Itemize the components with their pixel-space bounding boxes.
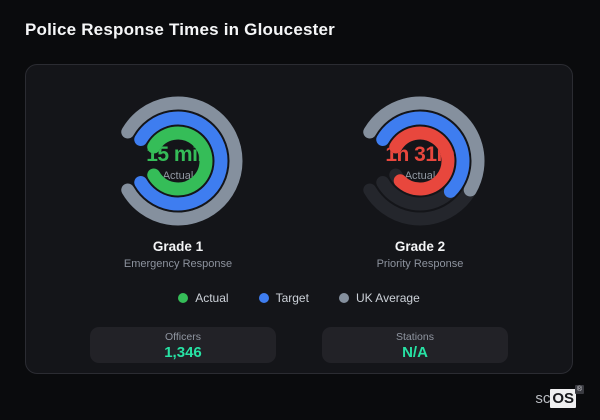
legend-actual-label: Actual: [195, 291, 229, 305]
legend-item-target: Target: [258, 291, 309, 305]
gauge-2-actual-value: 1h 31m: [385, 143, 455, 166]
scos-watermark: sc OS ®: [535, 385, 584, 408]
gauge-1-actual-value: 15 min: [146, 143, 210, 166]
gauge-2-chart: 1h 31m Actual: [340, 81, 500, 241]
legend-uk-average-dot-icon: [338, 293, 349, 303]
legend-item-actual: Actual: [178, 291, 229, 305]
gauge-1-title: Grade 1: [152, 239, 204, 254]
gauge-1-actual-caption: Actual: [162, 170, 194, 182]
registered-trademark-icon: ®: [575, 385, 584, 394]
officers-label: Officers: [165, 330, 201, 343]
legend-item-uk-average: UK Average: [338, 291, 420, 305]
legend: Actual Target UK Average: [26, 291, 572, 305]
legend-actual-dot-icon: [178, 293, 189, 303]
stations-stat-card: Stations N/A: [322, 327, 508, 363]
officers-value: 1,346: [164, 343, 202, 361]
gauge-1-center-label: 15 min Actual: [98, 81, 258, 241]
gauge-1-chart: 15 min Actual: [98, 81, 258, 241]
gauge-2-title: Grade 2: [394, 239, 446, 254]
gauge-grade-2: 1h 31m Actual Grade 2 Priority Response: [335, 81, 505, 271]
response-times-panel: 15 min Actual Grade 1 Emergency Response…: [25, 64, 573, 374]
gauge-grade-1: 15 min Actual Grade 1 Emergency Response: [93, 81, 263, 271]
gauges-row: 15 min Actual Grade 1 Emergency Response…: [26, 81, 572, 271]
gauge-2-rings-chart: [363, 96, 485, 226]
gauge-2-center-label: 1h 31m Actual: [340, 81, 500, 241]
gauge-2-actual-caption: Actual: [404, 170, 436, 182]
gauge-2-subtitle: Priority Response: [376, 258, 464, 270]
legend-target-label: Target: [275, 291, 309, 305]
legend-target-dot-icon: [258, 293, 269, 303]
stats-row: Officers 1,346 Stations N/A: [26, 327, 572, 363]
officers-stat-card: Officers 1,346: [90, 327, 276, 363]
watermark-prefix: sc: [535, 390, 551, 407]
stations-label: Stations: [396, 330, 434, 343]
page-title: Police Response Times in Gloucester: [25, 20, 335, 39]
watermark-os: OS: [550, 389, 576, 408]
gauge-1-rings-chart: [121, 96, 243, 226]
stations-value: N/A: [402, 343, 428, 361]
gauge-1-subtitle: Emergency Response: [123, 258, 233, 270]
legend-uk-average-label: UK Average: [355, 291, 420, 305]
